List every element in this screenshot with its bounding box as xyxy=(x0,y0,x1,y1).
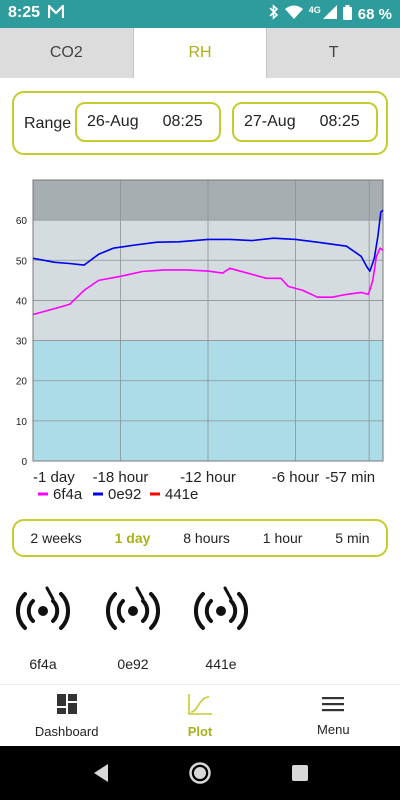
period-5-min[interactable]: 5 min xyxy=(335,530,370,546)
nav-plot-label: Plot xyxy=(187,723,213,739)
range-selector: Range 26-Aug 08:25 27-Aug 08:25 xyxy=(12,91,388,155)
sensor-label: 6f4a xyxy=(29,656,57,672)
system-nav-bar xyxy=(0,746,400,800)
period-1-hour[interactable]: 1 hour xyxy=(262,530,303,546)
nav-dashboard[interactable]: Dashboard xyxy=(0,685,133,746)
dashboard-icon xyxy=(56,693,78,720)
chart-x-tick-label: -12 hour xyxy=(180,469,236,486)
range-end-date: 27-Aug xyxy=(244,113,296,130)
chart-legend-label: 441e xyxy=(165,486,198,503)
sensor-0e92[interactable]: 0e92 xyxy=(98,585,168,675)
chart-x-tick-label: -57 min xyxy=(325,469,375,486)
back-icon[interactable] xyxy=(92,763,110,788)
chart-legend-label: 6f4a xyxy=(53,486,83,503)
chart-legend-label: 0e92 xyxy=(108,486,141,503)
nav-dashboard-label: Dashboard xyxy=(34,723,99,739)
home-icon[interactable] xyxy=(188,761,212,790)
sensor-signal-icon xyxy=(191,585,251,638)
tab-t[interactable]: T xyxy=(266,28,400,78)
range-start-time: 08:25 xyxy=(162,113,203,130)
bottom-nav: Dashboard Plot Menu xyxy=(0,684,400,746)
nav-plot[interactable]: Plot xyxy=(133,685,266,746)
chart-series-line-0e92 xyxy=(32,209,384,272)
chart-y-tick-label: 30 xyxy=(16,337,28,348)
sensor-signal-icon xyxy=(13,585,73,638)
sensor-441e[interactable]: 441e xyxy=(186,585,256,675)
range-start-field[interactable]: 26-Aug 08:25 xyxy=(75,102,221,142)
plot-icon xyxy=(187,693,213,720)
chart-x-tick-label: -18 hour xyxy=(93,469,149,486)
sensor-list: 6f4a 0e92 441e xyxy=(0,585,400,675)
range-end-time: 08:25 xyxy=(319,113,360,130)
tab-co2[interactable]: CO2 xyxy=(0,28,134,78)
sensor-6f4a[interactable]: 6f4a xyxy=(8,585,78,675)
chart-y-tick-label: 0 xyxy=(21,457,27,468)
sensor-label: 441e xyxy=(205,656,237,672)
period-2-weeks[interactable]: 2 weeks xyxy=(30,530,82,546)
chart-y-tick-label: 20 xyxy=(16,377,28,388)
sensor-signal-icon xyxy=(103,585,163,638)
chart-y-tick-label: 60 xyxy=(16,216,28,227)
battery-percent: 68 % xyxy=(357,5,392,23)
network-type: 4G xyxy=(308,5,321,15)
status-time: 8:25 xyxy=(8,4,41,21)
period-1-day[interactable]: 1 day xyxy=(114,530,151,546)
range-start-date: 26-Aug xyxy=(87,113,139,130)
nav-menu[interactable]: Menu xyxy=(267,685,400,746)
range-label: Range xyxy=(24,115,72,132)
period-selector: 2 weeks 1 day 8 hours 1 hour 5 min xyxy=(12,519,388,557)
chart-y-tick-label: 40 xyxy=(16,296,28,307)
gmail-icon xyxy=(47,3,65,24)
cell-signal-icon xyxy=(322,5,337,23)
recents-icon[interactable] xyxy=(291,764,309,787)
menu-icon xyxy=(322,695,345,718)
chart-plot-border xyxy=(32,179,384,462)
wifi-icon xyxy=(284,5,303,23)
sensor-label: 0e92 xyxy=(117,656,149,672)
tab-rh[interactable]: RH xyxy=(133,28,267,78)
chart-y-tick-label: 50 xyxy=(16,256,28,267)
metric-tabs: CO2 RH T xyxy=(0,28,400,78)
range-end-field[interactable]: 27-Aug 08:25 xyxy=(232,102,378,142)
rh-chart-svg: 0 10 20 30 40 50 60 -1 day -18 hour -12 hour -6 ho… xyxy=(16,179,384,503)
chart-series-line-6f4a xyxy=(32,247,384,316)
battery-icon xyxy=(342,4,352,24)
rh-chart[interactable]: 0 10 20 30 40 50 60 -1 day -18 hour -12 hour -6 ho… xyxy=(0,170,400,510)
nav-menu-label: Menu xyxy=(317,721,350,737)
chart-y-tick-label: 10 xyxy=(16,417,28,428)
bluetooth-icon xyxy=(269,4,279,24)
chart-x-tick-label: -6 hour xyxy=(272,469,320,486)
chart-x-tick-label: -1 day xyxy=(33,469,75,486)
period-8-hours[interactable]: 8 hours xyxy=(183,530,230,546)
status-bar: 8:25 4G 68 % xyxy=(0,0,400,28)
